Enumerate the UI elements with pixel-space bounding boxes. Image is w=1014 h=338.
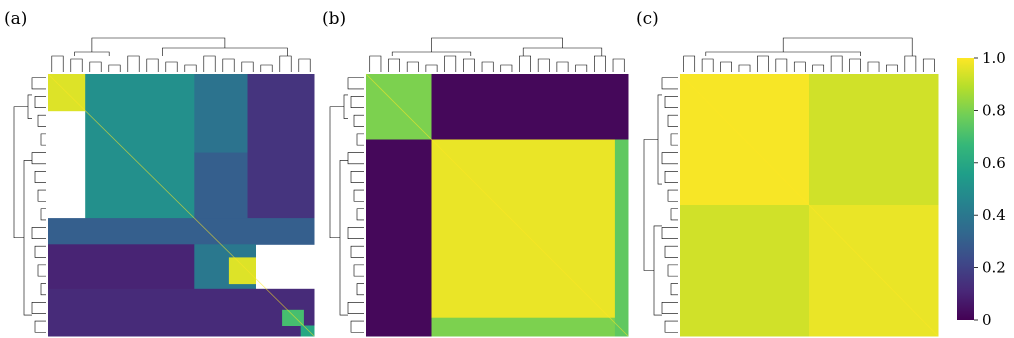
heatmap-block xyxy=(431,74,629,140)
row-dendrogram-tree xyxy=(329,77,364,333)
heatmap-block xyxy=(431,317,629,337)
heatmap-panel-a: (a) xyxy=(4,9,315,337)
heatmap-block xyxy=(282,309,304,326)
heatmap-block xyxy=(48,288,315,337)
heatmap-cells-c xyxy=(679,73,939,337)
heatmap-block xyxy=(228,257,256,285)
colorbar: 1.0 0.8 0.6 0.4 0.2 0 xyxy=(957,49,1006,329)
heatmap-block xyxy=(194,152,248,219)
colorbar-tick-label: 0.2 xyxy=(982,259,1006,277)
row-dendrogram-c xyxy=(643,77,678,333)
heatmap-block xyxy=(194,74,248,154)
panel-label-c: (c) xyxy=(636,9,659,29)
heatmap-block xyxy=(300,325,315,337)
heatmap-cells-b xyxy=(365,73,629,337)
panel-label-a: (a) xyxy=(4,9,27,29)
column-dendrogram-tree xyxy=(51,37,311,72)
heatmap-block xyxy=(85,74,195,219)
row-dendrogram-tree xyxy=(13,77,46,333)
heatmap-block xyxy=(680,205,810,337)
heatmap-diagonal xyxy=(365,73,629,337)
row-dendrogram-tree xyxy=(643,77,678,333)
heatmap-block xyxy=(48,244,195,290)
column-dendrogram-tree xyxy=(683,37,935,72)
heatmap-diagonal xyxy=(679,73,939,337)
colorbar-gradient xyxy=(957,58,974,320)
heatmap-block xyxy=(247,74,315,219)
heatmap-block xyxy=(48,218,315,245)
heatmap-block xyxy=(614,139,629,337)
column-dendrogram-b xyxy=(369,37,625,72)
heatmap-cells-a xyxy=(47,73,315,337)
colorbar-tick-label: 0.6 xyxy=(982,154,1006,172)
heatmap-block xyxy=(366,139,432,337)
heatmap-panel-c: (c) xyxy=(636,9,939,337)
panel-label-b: (b) xyxy=(322,9,346,29)
heatmap-panel-b: (b) xyxy=(322,9,629,337)
heatmap-block xyxy=(809,74,939,206)
row-dendrogram-b xyxy=(329,77,364,333)
colorbar-ticks: 1.0 0.8 0.6 0.4 0.2 0 xyxy=(974,49,1006,329)
colorbar-tick-label: 0.4 xyxy=(982,206,1006,224)
column-dendrogram-tree xyxy=(369,37,625,72)
column-dendrogram-a xyxy=(51,37,311,72)
heatmap-diagonal xyxy=(47,73,315,337)
column-dendrogram-c xyxy=(683,37,935,72)
colorbar-tick-label: 0 xyxy=(982,311,992,329)
colorbar-tick-label: 1.0 xyxy=(982,49,1006,67)
row-dendrogram-a xyxy=(13,77,46,333)
colorbar-tick-label: 0.8 xyxy=(982,101,1006,119)
